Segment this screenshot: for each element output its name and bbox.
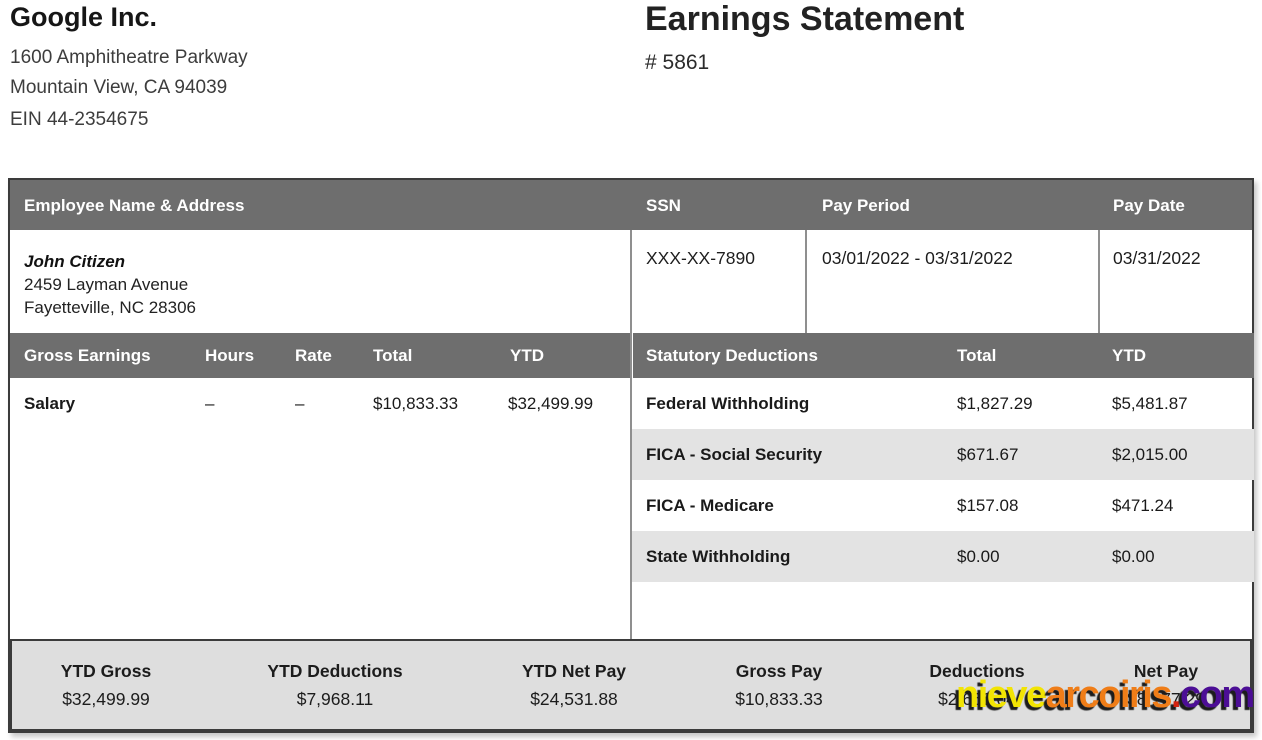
summary-gross-pay: Gross Pay $10,833.33 [735,661,823,710]
deduction-row-stripe [632,429,1254,480]
summary-value: $2,656.04 [938,689,1016,709]
earnings-row-rate: – [295,394,305,413]
summary-ytd-gross: YTD Gross $32,499.99 [61,661,151,710]
earnings-row-total: $10,833.33 [373,394,459,413]
deduction-ytd: $0.00 [1112,547,1155,566]
earnings-statement-table: Employee Name & Address SSN Pay Period P… [8,178,1254,733]
company-address-line-1: 1600 Amphitheatre Parkway [10,47,248,68]
separator-earnings-deductions [630,230,632,641]
deduction-ytd: $5,481.87 [1112,394,1188,413]
summary-label: Gross Pay [735,661,823,681]
header-ssn: SSN [646,196,681,215]
header-statutory-deductions: Statutory Deductions [646,346,818,365]
company-name: Google Inc. [10,2,158,32]
company-address-line-2: Mountain View, CA 94039 [10,77,228,98]
summary-label: YTD Gross [60,661,152,681]
summary-deductions: Deductions $2,656.04 [929,661,1024,710]
pay-date-value: 03/31/2022 [1113,248,1201,268]
summary-value: $8,177.29 [1127,689,1205,709]
pay-period-value: 03/01/2022 - 03/31/2022 [822,248,1013,268]
deduction-total: $157.08 [957,496,1019,515]
deduction-label: FICA - Medicare [646,496,774,515]
summary-net-pay: Net Pay $8,177.29 [1127,661,1205,710]
header-earnings-total: Total [373,346,413,365]
gross-earnings-header-band: Gross Earnings Hours Rate Total YTD [10,333,630,378]
summary-label: YTD Net Pay [521,661,627,681]
deduction-total: $0.00 [957,547,1000,566]
summary-label: Net Pay [1133,661,1199,681]
summary-label: YTD Deductions [267,661,403,681]
company-ein: EIN 44-2354675 [10,109,149,130]
header-rate: Rate [295,346,332,365]
employee-name: John Citizen [24,252,126,271]
earnings-row-label: Salary [24,394,76,413]
watermark-segment: . [1170,674,1182,716]
ssn-value: XXX-XX-7890 [646,248,755,268]
header-pay-date: Pay Date [1113,196,1185,215]
summary-value: $7,968.11 [296,689,374,709]
employee-info-block: John Citizen 2459 Layman Avenue Fayettev… [24,250,196,319]
summary-value: $24,531.88 [530,689,618,709]
earnings-row-ytd: $32,499.99 [508,394,594,413]
deduction-row-stripe [632,531,1254,582]
summary-footer: YTD Gross $32,499.99 YTD Deductions $7,9… [10,639,1252,731]
site-watermark: nievearcoiris.com [956,674,1255,717]
deduction-label: State Withholding [646,547,791,566]
header-deductions-total: Total [957,346,997,365]
deduction-total: $1,827.29 [957,394,1033,413]
header-pay-period: Pay Period [822,196,910,215]
earnings-row-hours: – [205,394,215,413]
header-gross-earnings: Gross Earnings [24,346,151,365]
employee-address-line-2: Fayetteville, NC 28306 [24,298,196,317]
watermark-segment: nieve [956,674,1047,716]
employee-header-band: Employee Name & Address SSN Pay Period P… [10,180,1252,230]
deduction-label: Federal Withholding [646,394,810,413]
separator-payperiod-paydate [1098,230,1100,333]
watermark-segment: com [1180,674,1255,716]
summary-value: $10,833.33 [735,689,823,709]
header-hours: Hours [205,346,255,365]
employee-address-line-1: 2459 Layman Avenue [24,275,189,294]
summary-label: Deductions [929,661,1025,681]
header-employee-name-address: Employee Name & Address [24,196,245,215]
summary-ytd-net-pay: YTD Net Pay $24,531.88 [522,661,626,710]
statement-title: Earnings Statement [645,0,965,38]
deductions-header-band: Statutory Deductions Total YTD [633,333,1254,378]
watermark-segment: arcoiris [1045,674,1173,716]
separator-ssn-payperiod [805,230,807,333]
summary-value: $32,499.99 [62,689,150,709]
header-earnings-ytd: YTD [510,346,544,365]
summary-ytd-deductions: YTD Deductions $7,968.11 [267,661,402,710]
deduction-label: FICA - Social Security [646,445,823,464]
header-deductions-ytd: YTD [1112,346,1146,365]
deduction-ytd: $2,015.00 [1112,445,1188,464]
statement-number: # 5861 [645,51,710,74]
deduction-total: $671.67 [957,445,1019,464]
deduction-ytd: $471.24 [1112,496,1174,515]
